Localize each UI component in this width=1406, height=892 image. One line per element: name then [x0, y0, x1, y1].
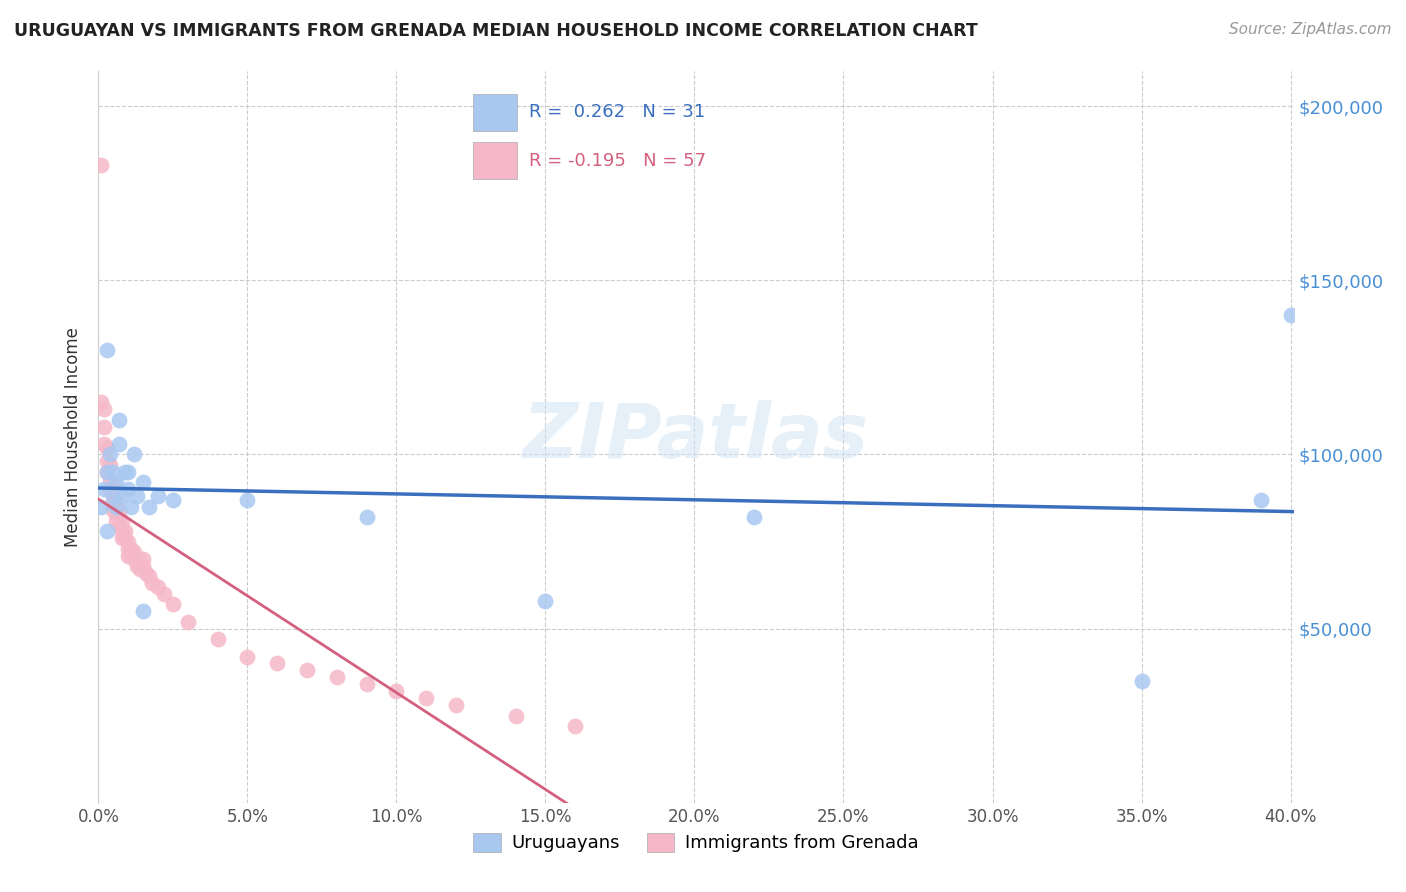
Point	[127, 489, 149, 503]
Point	[236, 492, 259, 507]
Point	[96, 465, 118, 479]
Point	[117, 541, 139, 556]
Point	[103, 465, 125, 479]
Point	[117, 483, 139, 497]
Point	[105, 500, 128, 514]
Point	[96, 454, 118, 468]
Point	[742, 510, 765, 524]
Point	[120, 500, 142, 514]
Point	[93, 483, 115, 497]
Point	[117, 534, 139, 549]
Point	[108, 503, 131, 517]
Point	[415, 691, 437, 706]
Point	[103, 496, 125, 510]
Point	[108, 510, 131, 524]
Point	[1250, 492, 1272, 507]
Point	[326, 670, 349, 684]
Point	[505, 708, 527, 723]
Text: URUGUAYAN VS IMMIGRANTS FROM GRENADA MEDIAN HOUSEHOLD INCOME CORRELATION CHART: URUGUAYAN VS IMMIGRANTS FROM GRENADA MED…	[14, 22, 977, 40]
Point	[117, 465, 139, 479]
Point	[146, 489, 169, 503]
Point	[177, 615, 200, 629]
Point	[138, 569, 160, 583]
FancyBboxPatch shape	[474, 142, 516, 179]
Point	[135, 566, 157, 580]
Point	[207, 632, 229, 646]
Point	[146, 580, 169, 594]
Point	[96, 343, 118, 357]
Point	[132, 604, 155, 618]
Point	[90, 500, 112, 514]
Point	[96, 465, 118, 479]
Point	[111, 514, 134, 528]
Point	[122, 448, 145, 462]
Point	[93, 419, 115, 434]
Point	[236, 649, 259, 664]
Point	[111, 524, 134, 538]
Point	[132, 558, 155, 573]
Point	[266, 657, 288, 671]
Point	[114, 465, 136, 479]
Point	[132, 552, 155, 566]
Point	[117, 549, 139, 563]
Point	[153, 587, 176, 601]
Point	[564, 719, 586, 733]
Point	[90, 395, 112, 409]
Point	[103, 475, 125, 490]
Point	[141, 576, 163, 591]
Point	[111, 489, 134, 503]
Point	[132, 475, 155, 490]
Point	[114, 531, 136, 545]
Point	[108, 517, 131, 532]
Point	[98, 448, 121, 462]
Point	[444, 698, 467, 713]
Point	[127, 552, 149, 566]
Point	[385, 684, 408, 698]
Point	[162, 597, 184, 611]
Point	[356, 677, 378, 691]
Point	[127, 558, 149, 573]
Point	[103, 503, 125, 517]
Point	[98, 483, 121, 497]
Point	[103, 489, 125, 503]
Point	[122, 545, 145, 559]
Point	[96, 441, 118, 455]
Point	[103, 489, 125, 503]
Point	[93, 437, 115, 451]
Point	[105, 514, 128, 528]
FancyBboxPatch shape	[474, 94, 516, 131]
Point	[120, 541, 142, 556]
Point	[96, 524, 118, 538]
Point	[93, 402, 115, 417]
Legend: Uruguayans, Immigrants from Grenada: Uruguayans, Immigrants from Grenada	[467, 826, 925, 860]
Point	[108, 437, 131, 451]
Point	[105, 507, 128, 521]
Text: ZIPatlas: ZIPatlas	[523, 401, 869, 474]
Point	[162, 492, 184, 507]
Point	[129, 562, 152, 576]
Text: Source: ZipAtlas.com: Source: ZipAtlas.com	[1229, 22, 1392, 37]
Point	[1279, 308, 1302, 322]
Point	[138, 500, 160, 514]
Point	[111, 531, 134, 545]
Point	[1130, 673, 1153, 688]
Point	[295, 664, 318, 678]
Point	[534, 594, 557, 608]
Point	[120, 549, 142, 563]
Text: R =  0.262   N = 31: R = 0.262 N = 31	[529, 103, 706, 121]
Point	[356, 510, 378, 524]
Point	[90, 158, 112, 172]
Point	[98, 472, 121, 486]
Point	[114, 524, 136, 538]
Point	[105, 475, 128, 490]
Point	[108, 412, 131, 426]
Y-axis label: Median Household Income: Median Household Income	[65, 327, 83, 547]
Text: R = -0.195   N = 57: R = -0.195 N = 57	[529, 152, 706, 169]
Point	[105, 492, 128, 507]
Point	[98, 458, 121, 472]
Point	[105, 500, 128, 514]
Point	[122, 552, 145, 566]
